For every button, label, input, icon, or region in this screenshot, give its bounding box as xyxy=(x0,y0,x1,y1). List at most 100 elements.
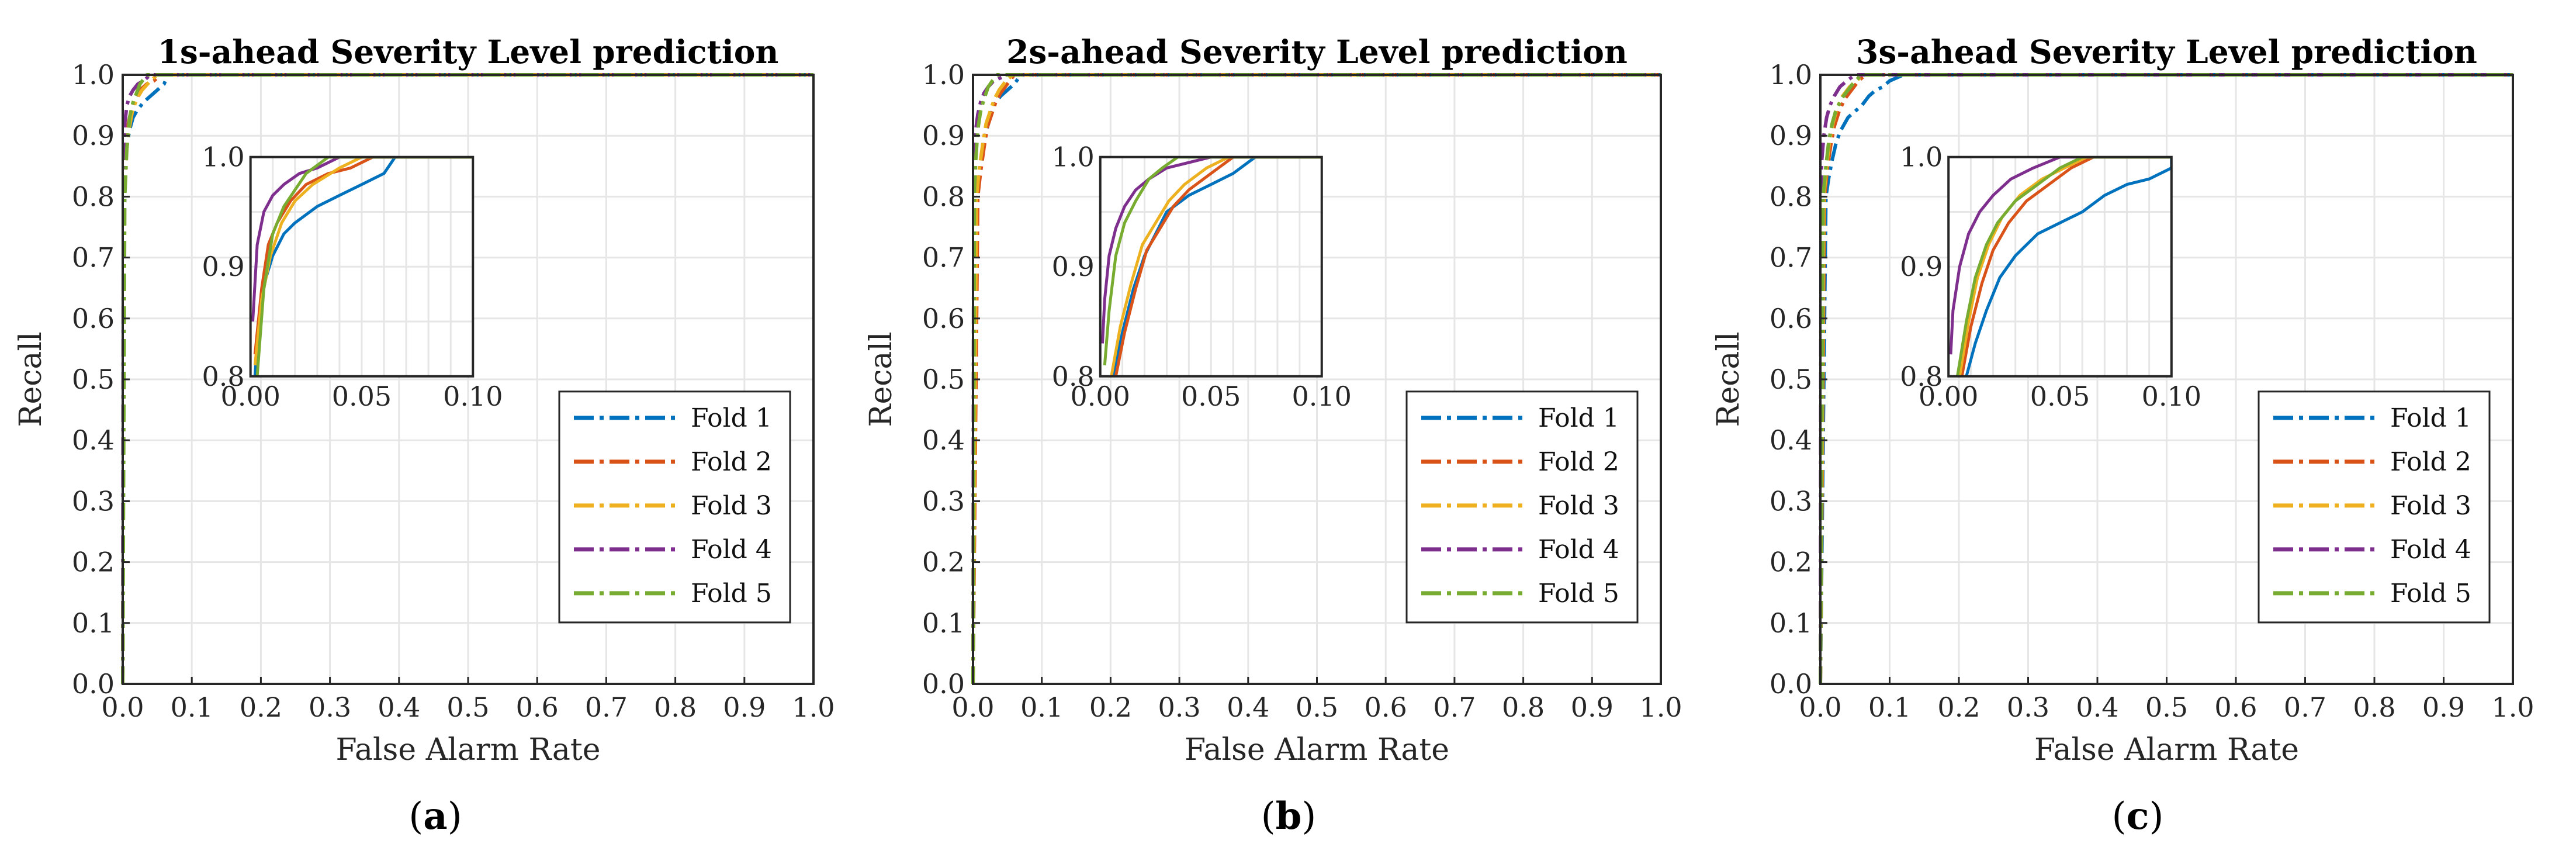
inset-y-tick-label: 1.0 xyxy=(202,141,245,173)
y-tick-label: 1.0 xyxy=(1770,59,1812,91)
legend: Fold 1 Fold 2 Fold 3 Fold 4 Fold 5 xyxy=(558,390,791,624)
y-axis-label: Recall xyxy=(1711,331,1746,427)
legend-label-fold-3: Fold 3 xyxy=(691,491,772,521)
y-tick-label: 1.0 xyxy=(72,59,115,91)
inset-x-tick-label: 0.05 xyxy=(332,381,392,412)
y-tick-label: 0.1 xyxy=(1770,607,1812,639)
inset-plot: 0.00 0.05 0.10 0.8 0.9 1.0 xyxy=(1900,141,2201,412)
y-tick-label: 0.2 xyxy=(1770,547,1812,578)
inset-series-line-fold-5 xyxy=(255,157,473,376)
legend-label-fold-5: Fold 5 xyxy=(691,579,772,608)
y-axis-label: Recall xyxy=(864,331,899,427)
x-tick-label: 0.0 xyxy=(1799,691,1841,723)
x-tick-label: 0.3 xyxy=(309,691,351,723)
chart-title: 2s-ahead Severity Level prediction xyxy=(1006,33,1628,71)
x-tick-label: 0.1 xyxy=(171,691,213,723)
chart-panel-2: 0.0 0.1 0.2 0.3 0.4 0.5 0.6 0.7 0.8 0.9 1.00.00.10… xyxy=(864,33,1682,838)
y-tick-label: 0.7 xyxy=(72,242,115,274)
legend-label-fold-4: Fold 4 xyxy=(1538,535,1619,565)
inset-x-tick-label: 0.10 xyxy=(443,381,503,412)
x-tick-label: 0.6 xyxy=(1365,691,1407,723)
x-tick-label: 0.6 xyxy=(2214,691,2257,723)
x-tick-label: 0.0 xyxy=(101,691,144,723)
series-line-fold-4 xyxy=(121,73,813,684)
x-tick-label: 0.3 xyxy=(1158,691,1201,723)
inset-series-group xyxy=(1101,157,1322,376)
y-tick-label: 0.1 xyxy=(72,607,115,639)
inset-series-line-fold-2 xyxy=(1960,157,2172,376)
inset-x-tick-label: 0.10 xyxy=(1292,381,1352,412)
y-axis-label: Recall xyxy=(13,331,49,427)
x-tick-label: 1.0 xyxy=(792,691,835,723)
series-line-fold-5 xyxy=(1819,73,2513,684)
panel-caption: (c) xyxy=(2112,794,2164,838)
inset-series-line-fold-5 xyxy=(1103,157,1322,366)
y-tick-label: 0.8 xyxy=(922,181,965,212)
x-tick-label: 0.9 xyxy=(2422,691,2465,723)
legend-label-fold-5: Fold 5 xyxy=(1538,579,1619,608)
legend-label-fold-5: Fold 5 xyxy=(2390,579,2471,608)
x-tick-label: 0.5 xyxy=(1296,691,1338,723)
y-tick-label: 0.8 xyxy=(72,181,115,212)
inset-x-tick-label: 0.00 xyxy=(1919,381,1978,412)
x-tick-label: 0.7 xyxy=(2284,691,2326,723)
caption-paren-close: ) xyxy=(1301,795,1316,838)
x-tick-label: 0.0 xyxy=(951,691,994,723)
y-tick-label: 0.0 xyxy=(72,668,115,700)
inset-series-line-fold-4 xyxy=(1949,157,2172,355)
y-tick-label: 0.9 xyxy=(1770,120,1812,151)
x-tick-label: 0.6 xyxy=(516,691,559,723)
x-tick-label: 0.7 xyxy=(585,691,628,723)
y-tick-label: 0.0 xyxy=(1770,668,1812,700)
legend: Fold 1 Fold 2 Fold 3 Fold 4 Fold 5 xyxy=(2258,390,2491,624)
inset-series-group xyxy=(1949,157,2172,376)
caption-letter: a xyxy=(423,794,447,838)
y-tick-label: 0.4 xyxy=(922,424,965,456)
x-tick-label: 0.8 xyxy=(2353,691,2395,723)
legend-label-fold-4: Fold 4 xyxy=(2390,535,2471,565)
chart-title: 3s-ahead Severity Level prediction xyxy=(1856,33,2477,71)
inset-plot: 0.00 0.05 0.10 0.8 0.9 1.0 xyxy=(202,141,503,412)
y-tick-label: 0.6 xyxy=(1770,303,1812,334)
inset-series-line-fold-4 xyxy=(1101,157,1322,344)
panel-caption: (b) xyxy=(1261,794,1317,838)
caption-letter: c xyxy=(2127,794,2149,838)
y-tick-label: 0.2 xyxy=(72,547,115,578)
y-tick-label: 0.4 xyxy=(1770,424,1812,456)
inset-x-tick-label: 0.10 xyxy=(2142,381,2201,412)
y-tick-label: 0.9 xyxy=(72,120,115,151)
legend-label-fold-4: Fold 4 xyxy=(691,535,772,565)
x-tick-label: 0.2 xyxy=(1937,691,1980,723)
inset-y-tick-label: 0.9 xyxy=(1052,251,1095,282)
x-tick-label: 0.8 xyxy=(654,691,697,723)
y-tick-label: 0.3 xyxy=(1770,485,1812,517)
x-tick-label: 0.4 xyxy=(1227,691,1269,723)
series-line-fold-1 xyxy=(1819,73,2513,684)
y-tick-label: 0.3 xyxy=(922,485,965,517)
legend-label-fold-3: Fold 3 xyxy=(1538,491,1619,521)
x-tick-label: 0.9 xyxy=(723,691,766,723)
inset-y-tick-label: 0.8 xyxy=(1900,361,1943,392)
series-line-fold-3 xyxy=(971,73,1661,684)
inset-y-tick-label: 0.9 xyxy=(1900,251,1943,282)
x-tick-label: 0.8 xyxy=(1502,691,1545,723)
inset-series-line-fold-2 xyxy=(1114,157,1322,376)
inset-x-tick-label: 0.05 xyxy=(1181,381,1241,412)
panel-caption: (a) xyxy=(408,794,462,838)
series-line-fold-4 xyxy=(971,73,1661,684)
inset-x-tick-label: 0.00 xyxy=(1071,381,1130,412)
legend-label-fold-2: Fold 2 xyxy=(2390,447,2471,477)
y-tick-label: 0.9 xyxy=(922,120,965,151)
x-tick-label: 0.9 xyxy=(1571,691,1614,723)
x-tick-label: 0.3 xyxy=(2007,691,2049,723)
inset-series-line-fold-1 xyxy=(1965,157,2172,376)
caption-letter: b xyxy=(1276,794,1302,838)
x-tick-label: 0.5 xyxy=(446,691,489,723)
legend-label-fold-1: Fold 1 xyxy=(691,403,772,433)
legend-label-fold-2: Fold 2 xyxy=(691,447,772,477)
caption-paren-open: ( xyxy=(2112,795,2127,838)
inset-axes-box xyxy=(1099,155,1323,378)
x-tick-label: 0.4 xyxy=(378,691,420,723)
x-axis-label: False Alarm Rate xyxy=(1185,732,1449,767)
